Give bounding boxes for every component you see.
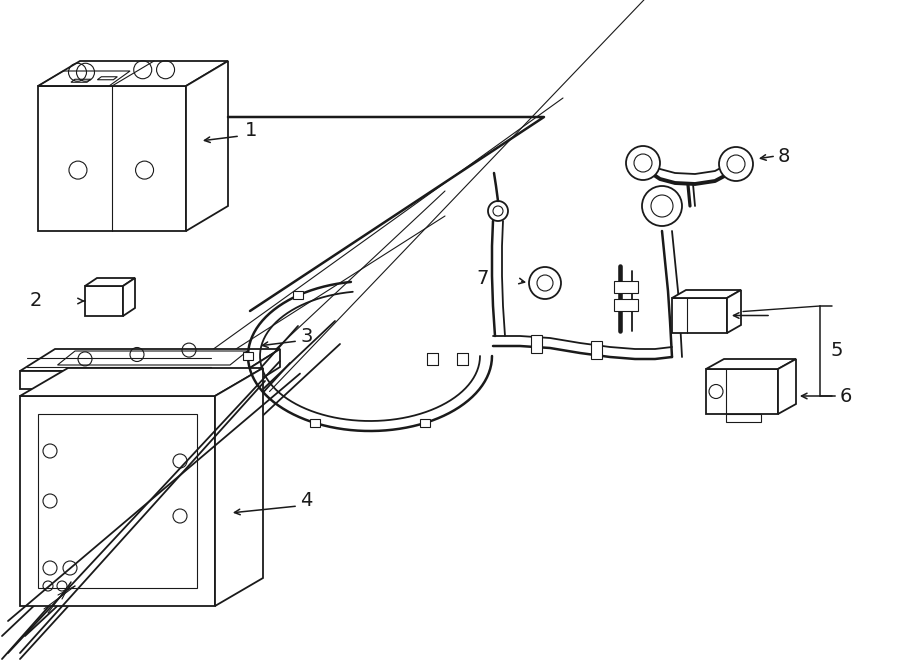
Polygon shape: [123, 278, 135, 316]
Polygon shape: [20, 396, 215, 606]
Circle shape: [719, 147, 753, 181]
Polygon shape: [727, 290, 741, 333]
Polygon shape: [293, 292, 303, 299]
Circle shape: [529, 267, 561, 299]
Polygon shape: [778, 359, 796, 414]
Polygon shape: [531, 335, 542, 353]
Polygon shape: [420, 419, 430, 427]
Polygon shape: [85, 278, 135, 286]
Polygon shape: [215, 368, 263, 606]
Polygon shape: [20, 371, 245, 389]
Text: 6: 6: [840, 387, 852, 405]
Polygon shape: [706, 359, 796, 369]
Text: 1: 1: [245, 122, 257, 141]
Circle shape: [642, 186, 682, 226]
Polygon shape: [245, 349, 280, 389]
Text: 8: 8: [778, 147, 790, 165]
Polygon shape: [20, 368, 263, 396]
Text: 4: 4: [300, 492, 312, 510]
Polygon shape: [38, 61, 228, 86]
Polygon shape: [85, 286, 123, 316]
Polygon shape: [243, 352, 253, 360]
Circle shape: [626, 146, 660, 180]
Circle shape: [488, 201, 508, 221]
Polygon shape: [591, 341, 602, 359]
Polygon shape: [672, 290, 741, 298]
Polygon shape: [20, 349, 280, 371]
Polygon shape: [186, 61, 228, 231]
Text: 5: 5: [830, 342, 842, 360]
Polygon shape: [672, 298, 727, 333]
Polygon shape: [706, 369, 778, 414]
Polygon shape: [38, 86, 186, 231]
Polygon shape: [310, 419, 320, 427]
Polygon shape: [614, 281, 638, 293]
Polygon shape: [614, 299, 638, 311]
Polygon shape: [726, 414, 761, 422]
Text: 3: 3: [300, 327, 312, 346]
Text: 7: 7: [476, 268, 489, 288]
Text: 2: 2: [30, 292, 42, 311]
